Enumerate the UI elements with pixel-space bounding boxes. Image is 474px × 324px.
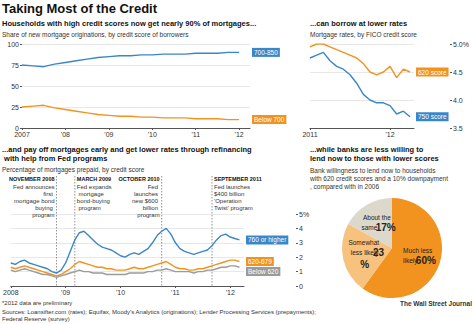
svg-text:likely: likely xyxy=(403,257,418,265)
svg-text:'11: '11 xyxy=(191,131,200,138)
svg-text:2008: 2008 xyxy=(3,289,19,296)
svg-text:Sources: Loansifter.com (rates: Sources: Loansifter.com (rates); Equifax… xyxy=(2,309,318,315)
svg-text:Much less: Much less xyxy=(403,247,434,254)
svg-text:75: 75 xyxy=(11,62,19,69)
svg-text:5%: 5% xyxy=(299,211,309,218)
svg-text:first: first xyxy=(41,191,54,197)
svg-text:lend now to those with lower s: lend now to those with lower scores xyxy=(310,154,439,163)
svg-text:SEPTEMBER 2011: SEPTEMBER 2011 xyxy=(214,176,262,182)
svg-text:Fed announces: Fed announces xyxy=(13,184,54,190)
svg-text:'12: '12 xyxy=(226,289,235,296)
svg-text:Federal Reserve (survey): Federal Reserve (survey) xyxy=(2,316,70,322)
svg-text:'Operation: 'Operation xyxy=(214,198,243,204)
svg-text:4.5: 4.5 xyxy=(453,69,463,76)
svg-text:*2012 data are preliminary: *2012 data are preliminary xyxy=(2,300,72,306)
svg-text:MARCH 2009: MARCH 2009 xyxy=(77,176,111,182)
svg-text:'10: '10 xyxy=(116,289,125,296)
svg-text:Somewhat: Somewhat xyxy=(348,239,381,246)
svg-text:100: 100 xyxy=(7,41,19,48)
svg-text:Mortgage rates, by FICO credit: Mortgage rates, by FICO credit score xyxy=(310,31,417,39)
svg-text:2011: 2011 xyxy=(302,131,317,138)
svg-text:OCTOBER 2010: OCTOBER 2010 xyxy=(119,176,160,182)
svg-text:3.5: 3.5 xyxy=(453,125,463,132)
svg-text:same: same xyxy=(361,224,378,232)
svg-text:'12: '12 xyxy=(385,131,394,138)
svg-text:60%: 60% xyxy=(416,255,436,266)
svg-text:Fed launches: Fed launches xyxy=(214,184,252,190)
svg-text:0: 0 xyxy=(299,283,303,290)
svg-text:2: 2 xyxy=(299,254,303,261)
svg-text:620-679: 620-679 xyxy=(248,258,272,265)
svg-text:'10: '10 xyxy=(148,131,157,138)
svg-text:...can borrow at lower rates: ...can borrow at lower rates xyxy=(310,19,407,28)
svg-text:25: 25 xyxy=(11,104,19,111)
svg-text:'09: '09 xyxy=(104,131,113,138)
svg-text:program: program xyxy=(77,205,101,211)
svg-text:3: 3 xyxy=(299,239,303,246)
svg-text:700-850: 700-850 xyxy=(254,49,278,56)
svg-text:Fed: Fed xyxy=(148,184,160,190)
svg-text:The Wall Street Journal: The Wall Street Journal xyxy=(400,300,472,307)
svg-text:new $600: new $600 xyxy=(132,198,160,204)
svg-text:launches: launches xyxy=(134,191,160,197)
svg-text:Bank willingness to lend now t: Bank willingness to lend now to househol… xyxy=(310,167,437,175)
svg-text:$400 billion: $400 billion xyxy=(214,191,246,197)
svg-text:%: % xyxy=(360,259,369,270)
svg-text:...while banks are less willin: ...while banks are less willing to xyxy=(310,145,425,154)
svg-text:bond-buying: bond-buying xyxy=(77,198,110,204)
svg-text:Share of new mortgage originat: Share of new mortgage originations, by c… xyxy=(2,31,189,39)
svg-text:...and pay off mortgages early: ...and pay off mortgages early and get l… xyxy=(2,145,252,154)
svg-text:2007: 2007 xyxy=(14,131,30,138)
svg-text:23: 23 xyxy=(373,247,385,258)
svg-text:buying: buying xyxy=(33,205,54,211)
svg-text:program: program xyxy=(32,212,54,218)
svg-text:0: 0 xyxy=(15,124,19,132)
svg-text:less likely: less likely xyxy=(350,248,379,256)
svg-text:4: 4 xyxy=(299,225,303,232)
svg-text:760 or higher: 760 or higher xyxy=(248,236,287,244)
svg-text:'08: '08 xyxy=(61,131,70,138)
svg-text:Percentage of mortgages prepai: Percentage of mortgages prepaid, by cred… xyxy=(2,166,145,174)
svg-text:, compared with in 2006: , compared with in 2006 xyxy=(310,183,379,191)
svg-text:mortgage bond: mortgage bond xyxy=(14,198,54,204)
svg-text:About the: About the xyxy=(363,214,393,221)
svg-text:'09: '09 xyxy=(61,289,70,296)
svg-text:1: 1 xyxy=(299,268,303,275)
svg-text:Taking Most of the Credit: Taking Most of the Credit xyxy=(2,1,158,16)
svg-text:50: 50 xyxy=(11,83,19,90)
svg-text:Below 700: Below 700 xyxy=(254,116,285,123)
svg-text:Households with high credit sc: Households with high credit scores now g… xyxy=(2,19,256,28)
svg-text:with 620 credit scores and a 1: with 620 credit scores and a 10% downpay… xyxy=(309,175,448,183)
svg-text:program: program xyxy=(137,212,159,218)
svg-text:4.0: 4.0 xyxy=(453,97,463,104)
svg-text:'11: '11 xyxy=(171,289,180,296)
svg-text:NOVEMBER 2008: NOVEMBER 2008 xyxy=(9,176,55,182)
svg-text:billion: billion xyxy=(143,205,160,211)
svg-text:620 score: 620 score xyxy=(418,69,447,76)
svg-text:750 score: 750 score xyxy=(418,113,447,120)
svg-text:mortgage: mortgage xyxy=(77,191,106,197)
svg-text:'12: '12 xyxy=(235,131,244,138)
svg-text:5.0%: 5.0% xyxy=(453,41,469,48)
svg-text:Fed expands: Fed expands xyxy=(77,184,112,190)
svg-text:Below 620: Below 620 xyxy=(248,268,279,275)
svg-text:with help from Fed programs: with help from Fed programs xyxy=(2,154,107,163)
svg-text:Twist' program: Twist' program xyxy=(214,205,253,211)
svg-text:17%: 17% xyxy=(376,222,396,233)
